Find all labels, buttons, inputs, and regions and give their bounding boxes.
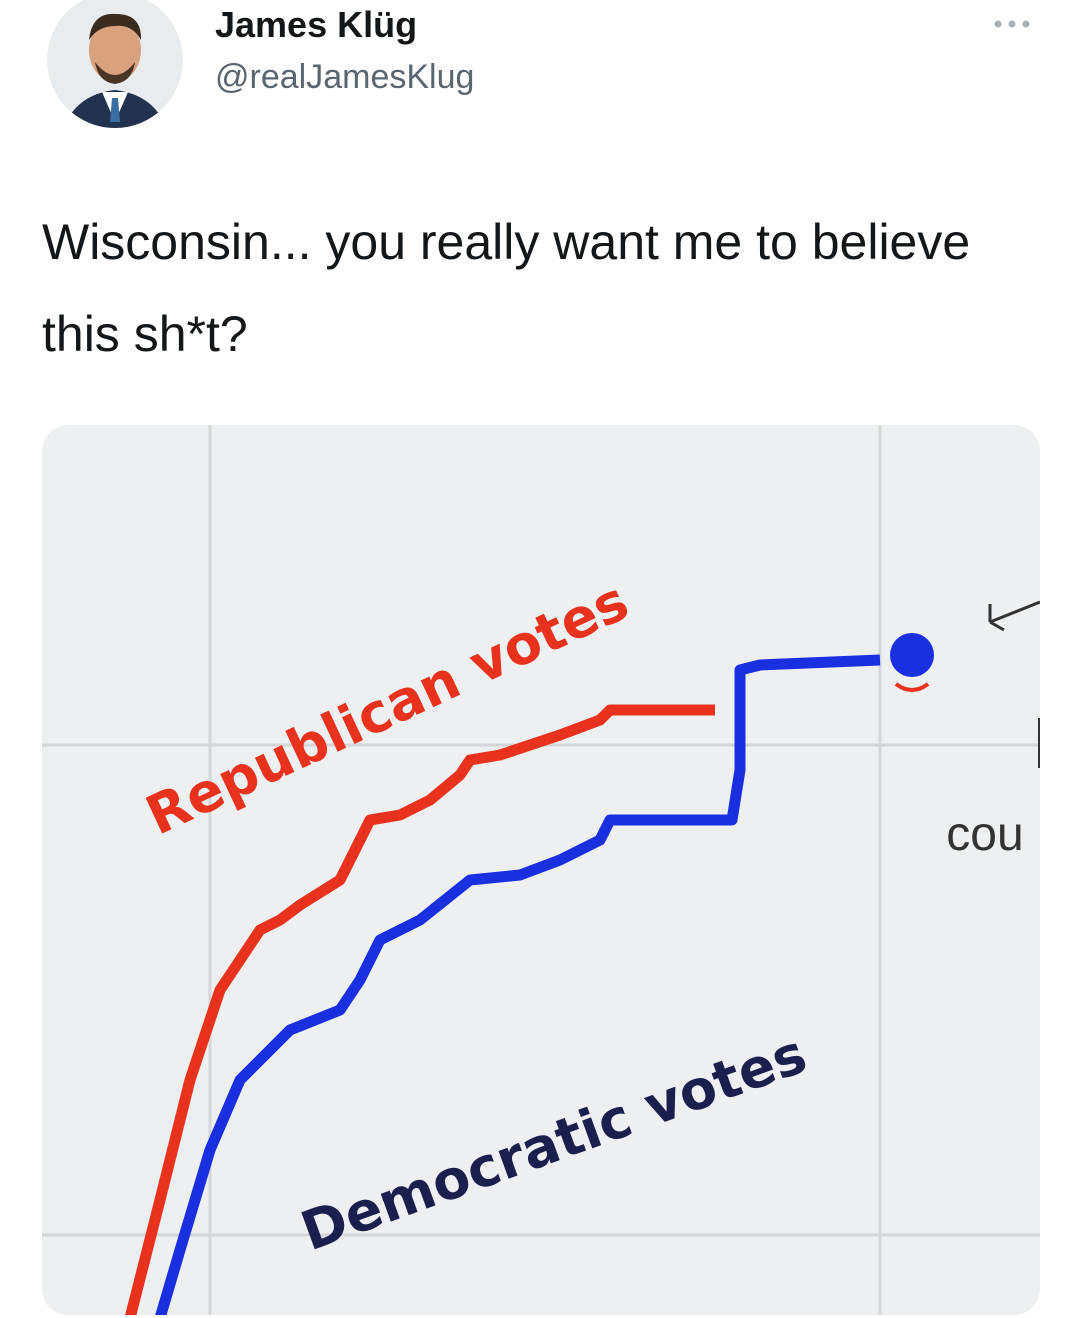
grid <box>42 425 1040 1315</box>
arrow <box>988 600 1040 632</box>
republican-label: Republican votes <box>137 569 638 847</box>
more-menu[interactable] <box>990 14 1050 34</box>
author-handle[interactable]: @realJamesKlug <box>215 58 475 96</box>
tweet-text: Wisconsin... you really want me to belie… <box>42 214 971 362</box>
democratic-line <box>154 654 881 1315</box>
end-dot <box>890 633 934 677</box>
cropped-label: cou <box>946 808 1023 861</box>
avatar[interactable] <box>40 0 220 140</box>
end-mark <box>894 682 930 692</box>
democratic-label: Democratic votes <box>293 1022 814 1263</box>
republican-line <box>124 704 715 1315</box>
author-name[interactable]: James Klüg <box>215 4 418 45</box>
image-background <box>42 425 1040 1315</box>
